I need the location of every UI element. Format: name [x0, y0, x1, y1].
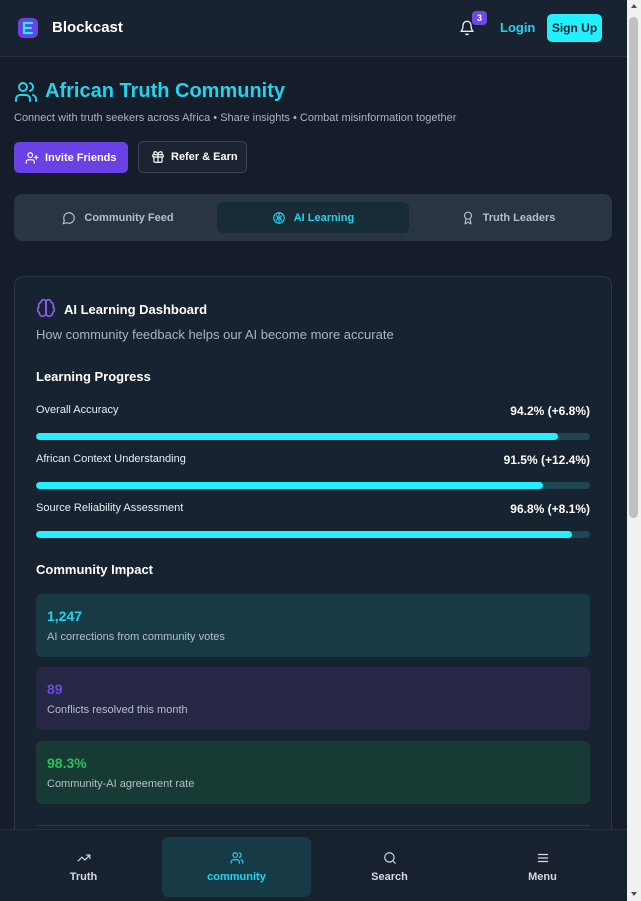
users-icon: [15, 82, 37, 102]
gift-icon: [152, 151, 164, 163]
tab-label: AI Learning: [293, 211, 355, 224]
nav-item-truth[interactable]: Truth: [9, 837, 158, 897]
metric-value: 91.5% (+12.4%): [503, 453, 590, 467]
menu-icon: [537, 853, 548, 863]
impact-value: 98.3%: [47, 755, 87, 771]
award-icon: [463, 211, 472, 224]
nav-label: Search: [371, 871, 408, 883]
message-circle-icon: [62, 211, 76, 224]
login-link[interactable]: Login: [500, 20, 536, 35]
brand-name[interactable]: Blockcast: [52, 19, 123, 36]
dashboard-title: AI Learning Dashboard: [64, 302, 208, 317]
impact-card-agreement: 98.3% Community-AI agreement rate: [36, 741, 590, 804]
metric-label: African Context Understanding: [36, 453, 186, 465]
blockcast-logo-icon[interactable]: [17, 17, 39, 39]
search-icon: [383, 852, 396, 864]
nav-item-community[interactable]: community: [162, 837, 311, 897]
notification-badge: 3: [472, 11, 487, 25]
tab-community-feed[interactable]: Community Feed: [22, 202, 214, 233]
brain-icon: [36, 298, 56, 318]
tab-truth-leaders[interactable]: Truth Leaders: [412, 202, 604, 233]
top-header: Blockcast 3 Login Sign Up: [0, 0, 627, 57]
metric-value: 96.8% (+8.1%): [510, 502, 590, 516]
bottom-nav: Truth community Search Menu: [0, 829, 627, 901]
users-icon: [230, 852, 243, 864]
learning-progress-title: Learning Progress: [36, 369, 151, 384]
divider: [36, 825, 590, 826]
page-title: African Truth Community: [45, 80, 286, 102]
metric-label: Source Reliability Assessment: [36, 502, 184, 514]
impact-label: Community-AI agreement rate: [47, 778, 195, 790]
bell-icon[interactable]: [459, 20, 475, 36]
invite-friends-button[interactable]: Invite Friends: [14, 142, 128, 173]
impact-card-conflicts: 89 Conflicts resolved this month: [36, 667, 590, 730]
dashboard-subtitle: How community feedback helps our AI beco…: [36, 327, 394, 342]
scroll-down-arrow-icon[interactable]: [631, 892, 637, 896]
impact-label: Conflicts resolved this month: [47, 704, 188, 716]
progress-fill: [36, 531, 573, 538]
tab-label: Truth Leaders: [482, 211, 556, 224]
community-impact-title: Community Impact: [36, 562, 154, 577]
nav-item-search[interactable]: Search: [315, 837, 464, 897]
nav-label: Truth: [69, 871, 98, 883]
scrollbar-thumb[interactable]: [629, 17, 638, 518]
trending-up-icon: [77, 854, 90, 862]
nav-item-menu[interactable]: Menu: [468, 837, 617, 897]
nav-label: Menu: [528, 871, 557, 883]
tab-label: Community Feed: [84, 211, 174, 224]
progress-fill: [36, 433, 558, 440]
refer-earn-button[interactable]: Refer & Earn: [138, 141, 247, 173]
community-tabs: Community Feed AI Learning Truth Leaders: [14, 194, 612, 241]
nav-label: community: [207, 871, 266, 883]
progress-fill: [36, 482, 543, 489]
progress-bar: [36, 433, 590, 440]
brain-icon: [272, 211, 285, 224]
page-subtitle: Connect with truth seekers across Africa…: [14, 112, 457, 124]
user-plus-icon: [25, 151, 39, 164]
signup-button[interactable]: Sign Up: [547, 14, 602, 42]
refer-earn-label: Refer & Earn: [171, 151, 238, 163]
progress-bar: [36, 482, 590, 489]
progress-bar: [36, 531, 590, 538]
metric-label: Overall Accuracy: [36, 404, 119, 416]
impact-value: 89: [47, 681, 63, 697]
impact-label: AI corrections from community votes: [47, 631, 225, 643]
impact-value: 1,247: [47, 608, 83, 624]
tab-ai-learning[interactable]: AI Learning: [217, 202, 409, 233]
impact-card-corrections: 1,247 AI corrections from community vote…: [36, 594, 590, 657]
metric-value: 94.2% (+6.8%): [510, 404, 590, 418]
invite-friends-label: Invite Friends: [45, 151, 117, 164]
scroll-up-arrow-icon[interactable]: [631, 4, 637, 8]
